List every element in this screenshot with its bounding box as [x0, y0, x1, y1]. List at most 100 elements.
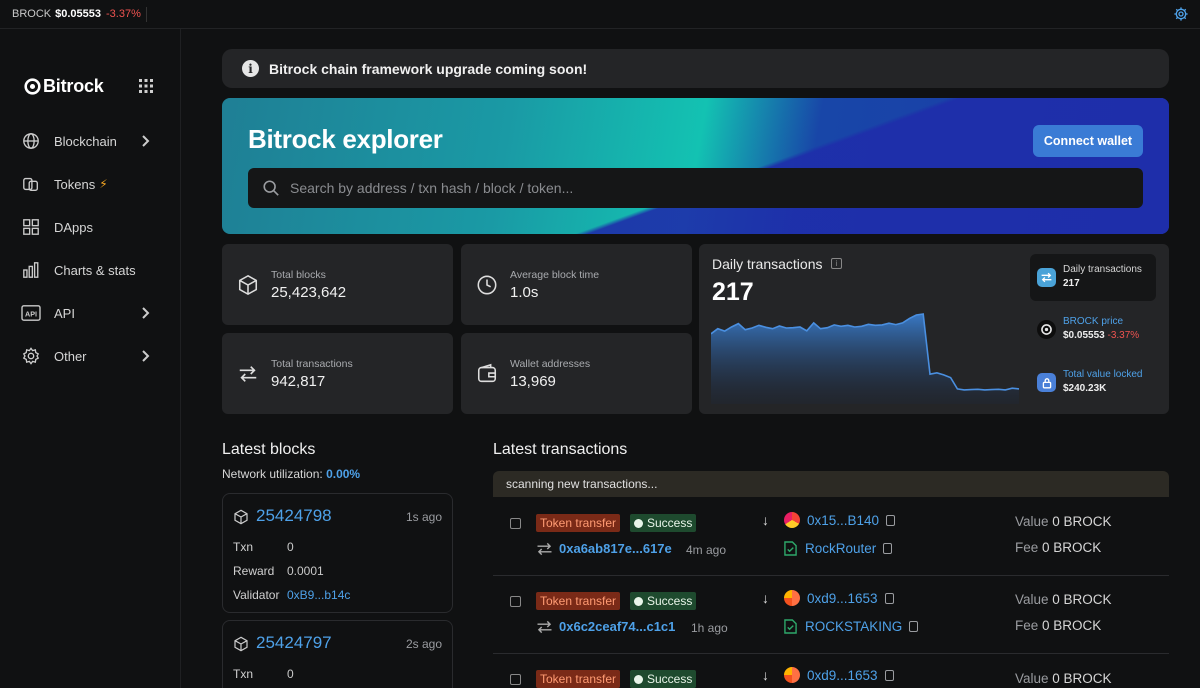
- chart-area-fill: [711, 314, 1019, 404]
- sidebar-item-charts-stats[interactable]: Charts & stats: [21, 258, 161, 282]
- logo-text: Bitrock: [43, 76, 104, 96]
- value-amount: 0 BROCK: [1052, 514, 1112, 529]
- copy-icon[interactable]: [884, 592, 894, 604]
- copy-icon[interactable]: [883, 543, 893, 554]
- latest-blocks-title: Latest blocks: [222, 441, 316, 458]
- tx-hash-link[interactable]: 0xa6ab817e...617e: [536, 541, 672, 556]
- address-avatar: [784, 667, 800, 683]
- clock-icon: [477, 275, 497, 295]
- settings-gear-icon[interactable]: [1173, 6, 1189, 22]
- transfer-icon: [1037, 268, 1056, 287]
- chevron-right-icon: [142, 350, 150, 362]
- info-icon: i: [242, 60, 259, 77]
- ticker-symbol: BROCK: [12, 8, 52, 20]
- details-toggle-icon[interactable]: [510, 518, 521, 529]
- sidebar-item-dapps[interactable]: DApps: [21, 215, 161, 239]
- chevron-right-icon: [142, 135, 150, 147]
- contract-icon: [784, 619, 797, 634]
- stat-label: Average block time: [510, 269, 600, 281]
- hero-background: [222, 98, 1169, 234]
- tx-age: 4m ago: [686, 543, 727, 557]
- transfer-icon: [239, 366, 257, 382]
- stat-value: 942,817: [271, 373, 326, 390]
- daily-transactions-value: 217: [712, 278, 754, 306]
- contract-icon: [784, 541, 797, 556]
- card-daily-transactions[interactable]: Daily transactions 217: [1030, 254, 1156, 301]
- stat-label: Wallet addresses: [510, 358, 591, 370]
- bitrock-logo-icon: [24, 78, 41, 95]
- block-number-link[interactable]: 25424797: [256, 633, 332, 652]
- page-title: Bitrock explorer: [248, 124, 443, 154]
- gear-icon: [21, 346, 41, 366]
- info-icon[interactable]: i: [831, 258, 842, 269]
- app-grid-icon[interactable]: [139, 79, 153, 93]
- globe-icon: [21, 131, 41, 151]
- transfer-icon: [537, 620, 552, 633]
- stat-value: 13,969: [510, 373, 556, 390]
- from-address-link[interactable]: 0xd9...1653: [784, 590, 894, 606]
- txn-value: 0: [287, 667, 294, 681]
- connect-wallet-button[interactable]: Connect wallet: [1033, 125, 1143, 157]
- details-toggle-icon[interactable]: [510, 596, 521, 607]
- chart-series-line: [711, 313, 1020, 391]
- value-label: Value: [1015, 514, 1049, 529]
- txn-label: Txn: [233, 540, 254, 554]
- to-contract-link[interactable]: ROCKSTAKING: [784, 619, 919, 634]
- block-card: 25424798 1s ago Txn 0 Reward 0.0001 Vali…: [222, 493, 453, 613]
- tx-type-badge: Token transfer: [536, 670, 621, 688]
- tx-hash-link[interactable]: 0x6c2ceaf74...c1c1: [536, 619, 675, 634]
- sidebar-item-other[interactable]: Other: [21, 344, 161, 368]
- stat-total-transactions: Total transactions 942,817: [222, 333, 453, 414]
- card-label: Daily transactions: [1063, 264, 1142, 275]
- sidebar-item-label: Other: [54, 348, 87, 364]
- cube-icon: [234, 636, 248, 652]
- sidebar-item-blockchain[interactable]: Blockchain: [21, 129, 161, 153]
- from-address-link[interactable]: 0x15...B140: [784, 512, 896, 528]
- search-icon: [263, 180, 279, 196]
- tx-fee: Fee 0 BROCK: [1015, 618, 1101, 633]
- tx-status-badge: Success: [630, 514, 697, 532]
- details-toggle-icon[interactable]: [510, 674, 521, 685]
- brock-price-value: $0.05553: [1063, 330, 1105, 341]
- block-age: 2s ago: [405, 637, 442, 651]
- tx-hash: 0xa6ab817e...617e: [559, 541, 672, 556]
- wallet-icon: [477, 363, 497, 383]
- copy-icon[interactable]: [886, 514, 896, 526]
- sidebar-item-tokens[interactable]: Tokens ⚡: [21, 172, 161, 196]
- sidebar: Bitrock Blockchain Tokens ⚡ DApps Charts…: [0, 29, 181, 688]
- bitrock-logo[interactable]: Bitrock: [24, 76, 104, 97]
- card-label: BROCK price: [1063, 316, 1124, 327]
- ticker-price: $0.05553: [55, 8, 102, 20]
- search-bar[interactable]: [248, 168, 1143, 208]
- from-address: 0xd9...1653: [807, 667, 878, 683]
- search-input[interactable]: [290, 180, 1090, 196]
- sidebar-item-api[interactable]: API API: [21, 301, 161, 325]
- arrow-down-icon: ↓: [762, 667, 769, 683]
- reward-label: Reward: [233, 564, 275, 578]
- svg-text:API: API: [25, 310, 37, 319]
- from-address: 0xd9...1653: [807, 590, 878, 606]
- brock-price-change: -3.37%: [1107, 330, 1140, 341]
- copy-icon[interactable]: [884, 669, 894, 681]
- status-label: Success: [647, 516, 693, 530]
- check-circle-icon: [634, 674, 643, 684]
- stat-value: 1.0s: [510, 284, 539, 301]
- block-card: 25424797 2s ago Txn 0: [222, 620, 453, 688]
- to-contract-link[interactable]: RockRouter: [784, 541, 893, 556]
- stat-label: Total transactions: [271, 358, 353, 370]
- to-contract: RockRouter: [805, 541, 877, 556]
- tx-value: Value 0 BROCK: [1015, 671, 1112, 686]
- address-avatar: [784, 512, 800, 528]
- from-address-link[interactable]: 0xd9...1653: [784, 667, 894, 683]
- tx-age: 1h ago: [691, 621, 728, 635]
- card-value: 217: [1063, 278, 1080, 289]
- card-total-value-locked[interactable]: Total value locked $240.23K: [1030, 359, 1156, 406]
- validator-link[interactable]: 0xB9...b14c: [287, 588, 351, 602]
- copy-icon[interactable]: [909, 621, 919, 632]
- tx-status-badge: Success: [630, 670, 697, 688]
- hero-section: Bitrock explorer Connect wallet: [222, 98, 1169, 234]
- block-number-link[interactable]: 25424798: [256, 506, 332, 525]
- card-brock-price[interactable]: BROCK price $0.05553 -3.37%: [1030, 306, 1156, 353]
- check-circle-icon: [634, 596, 643, 606]
- divider: [146, 7, 147, 22]
